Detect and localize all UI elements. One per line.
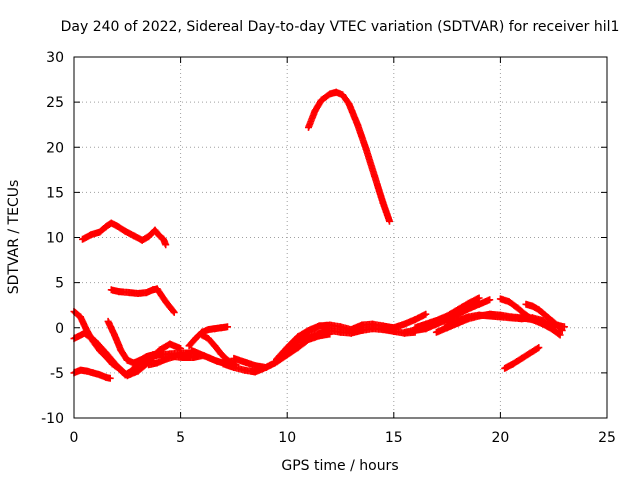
y-tick-label: 30 — [46, 50, 64, 66]
y-tick-label: -5 — [50, 366, 64, 382]
x-tick-label: 25 — [598, 430, 616, 446]
y-tick-label: 20 — [46, 140, 64, 156]
data-point — [177, 345, 185, 352]
y-tick-label: 10 — [46, 231, 64, 247]
series-arc-20 — [501, 344, 543, 372]
series-arc-16 — [411, 294, 483, 332]
x-tick-label: 10 — [278, 430, 296, 446]
data-point — [486, 296, 494, 304]
data-point — [535, 344, 543, 352]
data-point — [224, 323, 231, 331]
data-point — [557, 325, 565, 333]
series-arc-6 — [70, 366, 114, 382]
data-point — [386, 217, 393, 225]
y-tick-label: -10 — [41, 411, 64, 427]
chart-title: Day 240 of 2022, Sidereal Day-to-day VTE… — [61, 19, 620, 35]
data-point — [555, 330, 563, 338]
y-axis-label: SDTVAR / TECUs — [6, 180, 22, 295]
data-point — [326, 330, 334, 338]
x-axis-label: GPS time / hours — [281, 458, 398, 474]
x-tick-label: 15 — [385, 430, 403, 446]
data-point — [556, 331, 564, 339]
series-arc-4 — [70, 308, 195, 379]
series-arc-1 — [79, 219, 170, 249]
data-point — [170, 308, 178, 316]
data-point — [422, 310, 430, 318]
series-arc-13 — [273, 310, 430, 363]
series-arc-2 — [107, 285, 178, 316]
data-point — [475, 294, 483, 302]
data-point — [162, 241, 170, 249]
data-point — [558, 327, 566, 334]
y-tick-label: 25 — [46, 95, 64, 111]
series-arc-19 — [496, 295, 564, 339]
data-points — [70, 88, 568, 382]
series-arc-21 — [522, 300, 566, 334]
y-tick-label: 0 — [55, 321, 64, 337]
x-tick-label: 5 — [176, 430, 185, 446]
data-point — [155, 349, 163, 357]
series-arc-14 — [230, 330, 334, 371]
data-point — [106, 374, 114, 382]
series-arc-7 — [104, 317, 163, 367]
y-tick-label: 15 — [46, 185, 64, 201]
plot-frame — [73, 56, 608, 419]
x-tick-label: 20 — [491, 430, 509, 446]
series-arc-3 — [305, 88, 393, 225]
x-tick-label: 0 — [70, 430, 79, 446]
axis-ticks: 0 5 10 15 20 25 -10 -5 0 5 10 15 20 25 30 — [41, 50, 616, 446]
y-tick-label: 5 — [55, 276, 64, 292]
